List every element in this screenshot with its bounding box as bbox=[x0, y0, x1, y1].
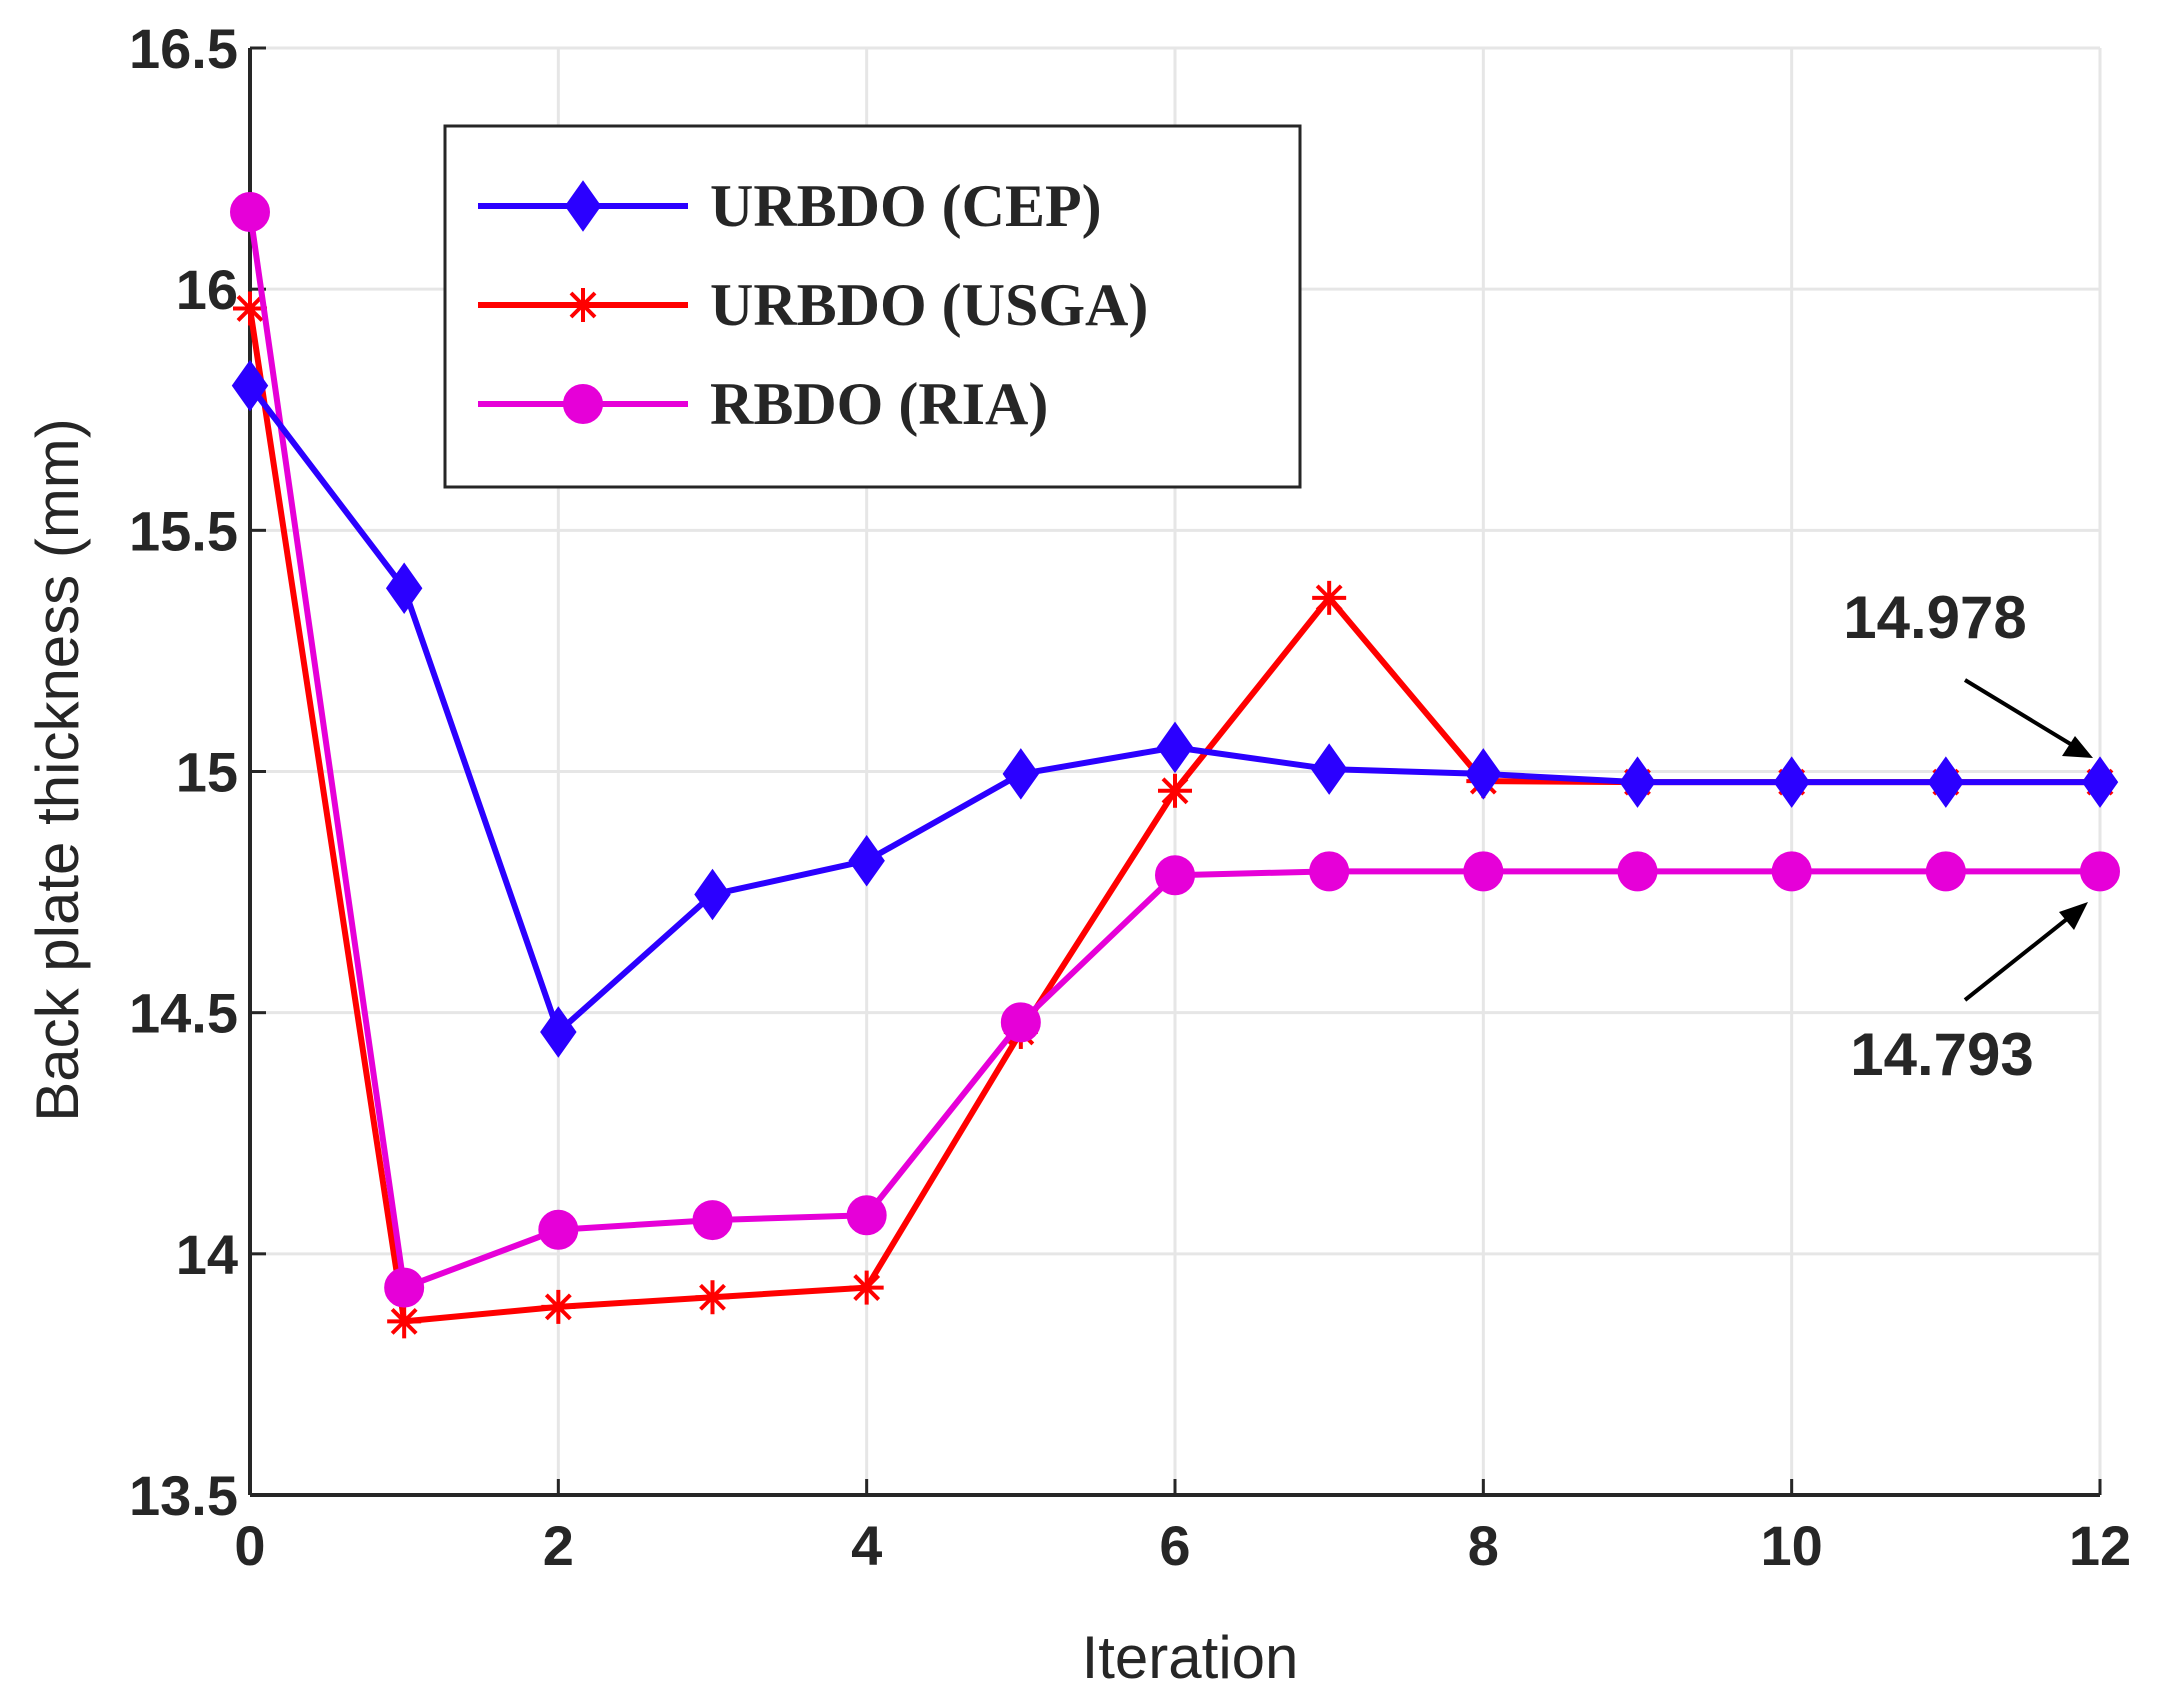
annotation-arrowhead-14978 bbox=[2062, 736, 2093, 758]
series-0-point-10 bbox=[1773, 756, 1810, 808]
y-tick-label-0: 13.5 bbox=[129, 1464, 238, 1527]
series-1-point-0-stroke-3 bbox=[236, 295, 264, 322]
y-tick-label-1: 14 bbox=[176, 1223, 238, 1286]
y-tick-label-2: 14.5 bbox=[129, 982, 238, 1045]
series-1-point-4-stroke-3 bbox=[853, 1274, 881, 1302]
legend-marker-1-stroke-3 bbox=[569, 291, 597, 319]
annotation-arrow-14978 bbox=[1963, 678, 2084, 753]
legend-entries bbox=[478, 180, 688, 424]
series-0-point-9 bbox=[1619, 756, 1656, 808]
legend: URBDO (CEP) URBDO (USGA) RBDO (RIA) bbox=[443, 124, 1302, 489]
x-tick-label-1: 2 bbox=[543, 1514, 574, 1577]
legend-label-usga: URBDO (USGA) bbox=[710, 272, 1148, 338]
series-2-point-5 bbox=[1000, 1002, 1041, 1043]
x-tick-label-4: 8 bbox=[1468, 1514, 1499, 1577]
x-tick-label-0: 0 bbox=[234, 1514, 265, 1577]
series-2-point-12 bbox=[2080, 851, 2120, 892]
series-0-point-6 bbox=[1156, 721, 1194, 774]
tick-labels: 0 2 4 6 8 10 12 13.5 14 14.5 15 15.5 16 16.5 bbox=[129, 17, 2131, 1577]
series-1-point-3 bbox=[695, 1280, 730, 1315]
annotation-arrowhead-14793 bbox=[2059, 902, 2088, 930]
x-tick-label-6: 12 bbox=[2069, 1514, 2131, 1577]
series-0-point-8 bbox=[1465, 748, 1502, 800]
series-1-point-4 bbox=[849, 1270, 884, 1305]
series-0-point-0 bbox=[231, 359, 269, 412]
series-2-point-0 bbox=[230, 191, 270, 232]
x-tick-label-2: 4 bbox=[851, 1514, 882, 1577]
series-layer bbox=[230, 191, 2120, 1339]
series-1-point-0 bbox=[233, 291, 267, 326]
annotation-14978: 14.978 bbox=[1843, 584, 2027, 651]
series-2-point-10 bbox=[1771, 851, 1812, 892]
y-tick-label-4: 15.5 bbox=[129, 499, 238, 562]
series-0-point-1 bbox=[385, 562, 423, 614]
legend-marker-1 bbox=[566, 288, 600, 322]
y-tick-label-5: 16 bbox=[176, 258, 238, 321]
series-0-point-4 bbox=[848, 835, 885, 887]
y-axis-label: Back plate thickness (mm) bbox=[24, 418, 91, 1122]
series-2-point-7 bbox=[1309, 851, 1350, 892]
legend-label-ria: RBDO (RIA) bbox=[710, 371, 1048, 437]
y-tick-label-6: 16.5 bbox=[129, 17, 238, 80]
series-0-point-2 bbox=[540, 1006, 577, 1058]
series-1-point-7-stroke-3 bbox=[1315, 584, 1343, 612]
series-1-point-2 bbox=[541, 1289, 576, 1324]
series-1-point-1 bbox=[387, 1304, 422, 1339]
series-0-point-12 bbox=[2081, 756, 2119, 808]
series-1-point-3-stroke-3 bbox=[699, 1283, 726, 1311]
x-tick-label-3: 6 bbox=[1159, 1514, 1190, 1577]
x-axis-label: Iteration bbox=[1082, 1624, 1299, 1691]
series-1-point-2-stroke-3 bbox=[544, 1293, 572, 1321]
x-tick-label-5: 10 bbox=[1761, 1514, 1823, 1577]
annotation-arrow-14793 bbox=[1963, 909, 2079, 1002]
series-2-point-9 bbox=[1617, 851, 1658, 892]
series-2-point-11 bbox=[1925, 851, 1966, 892]
axes bbox=[248, 46, 2102, 1497]
y-tick-label-3: 15 bbox=[176, 741, 238, 804]
legend-label-cep: URBDO (CEP) bbox=[710, 173, 1102, 239]
series-1-point-6 bbox=[1158, 773, 1192, 808]
series-0-point-11 bbox=[1927, 756, 1965, 808]
annotation-14793: 14.793 bbox=[1850, 1021, 2034, 1088]
series-2-point-8 bbox=[1463, 851, 1504, 892]
series-2-point-3 bbox=[692, 1200, 733, 1241]
series-2-point-4 bbox=[846, 1195, 887, 1236]
series-0-point-7 bbox=[1310, 743, 1348, 795]
series-0 bbox=[231, 359, 2119, 1058]
series-0-point-5 bbox=[1002, 748, 1040, 800]
series-0-point-3 bbox=[694, 868, 731, 921]
series-1-point-1-stroke-3 bbox=[390, 1307, 418, 1335]
legend-marker-0 bbox=[564, 180, 602, 232]
series-1-point-6-stroke-3 bbox=[1161, 777, 1189, 805]
legend-marker-2 bbox=[563, 384, 603, 424]
series-2-point-2 bbox=[538, 1209, 579, 1250]
series-2-point-1 bbox=[384, 1267, 425, 1308]
series-1-point-7 bbox=[1312, 580, 1347, 615]
series-2-point-6 bbox=[1155, 855, 1195, 896]
annotations: 14.978 14.793 bbox=[1843, 584, 2093, 1088]
series-2 bbox=[230, 191, 2120, 1308]
